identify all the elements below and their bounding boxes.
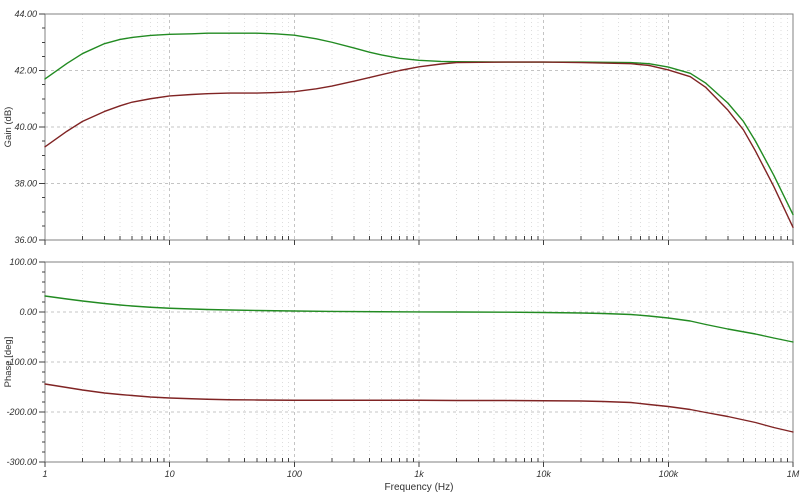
phase-axis-title: Phase [deg]: [3, 337, 14, 388]
phase-panel: 100.00 0.00 -100.00 -200.00 -300.00 1 10 100 1k 1…: [3, 257, 800, 493]
y-tick-label: -100.00: [6, 357, 37, 367]
x-tick-label: 1k: [414, 469, 424, 479]
x-tick-label: 10: [165, 469, 175, 479]
green-trace: [44, 295, 794, 343]
y-tick-label: -200.00: [6, 407, 37, 417]
y-tick-label: 36.00: [14, 235, 37, 245]
gain-panel: 44.00 42.00 40.00 38.00 36.00 Gain (dB): [3, 9, 794, 245]
y-tick-label: 40.00: [14, 122, 37, 132]
dark-red-trace: [44, 61, 794, 228]
green-trace: [44, 32, 794, 216]
y-tick-label: 44.00: [14, 9, 37, 19]
x-axis-title: Frequency (Hz): [385, 482, 454, 493]
y-tick-label: -300.00: [6, 457, 37, 467]
y-tick-label: 100.00: [9, 257, 37, 267]
x-tick-label: 1M: [787, 469, 800, 479]
y-tick-label: 38.00: [14, 179, 37, 189]
y-tick-label: 0.00: [19, 307, 37, 317]
y-tick-label: 42.00: [14, 66, 37, 76]
x-tick-label: 1: [42, 469, 47, 479]
x-tick-label: 10k: [536, 469, 551, 479]
dark-red-trace: [44, 383, 794, 433]
x-tick-label: 100: [287, 469, 302, 479]
x-tick-label: 100k: [659, 469, 679, 479]
gain-axis-title: Gain (dB): [3, 107, 14, 148]
